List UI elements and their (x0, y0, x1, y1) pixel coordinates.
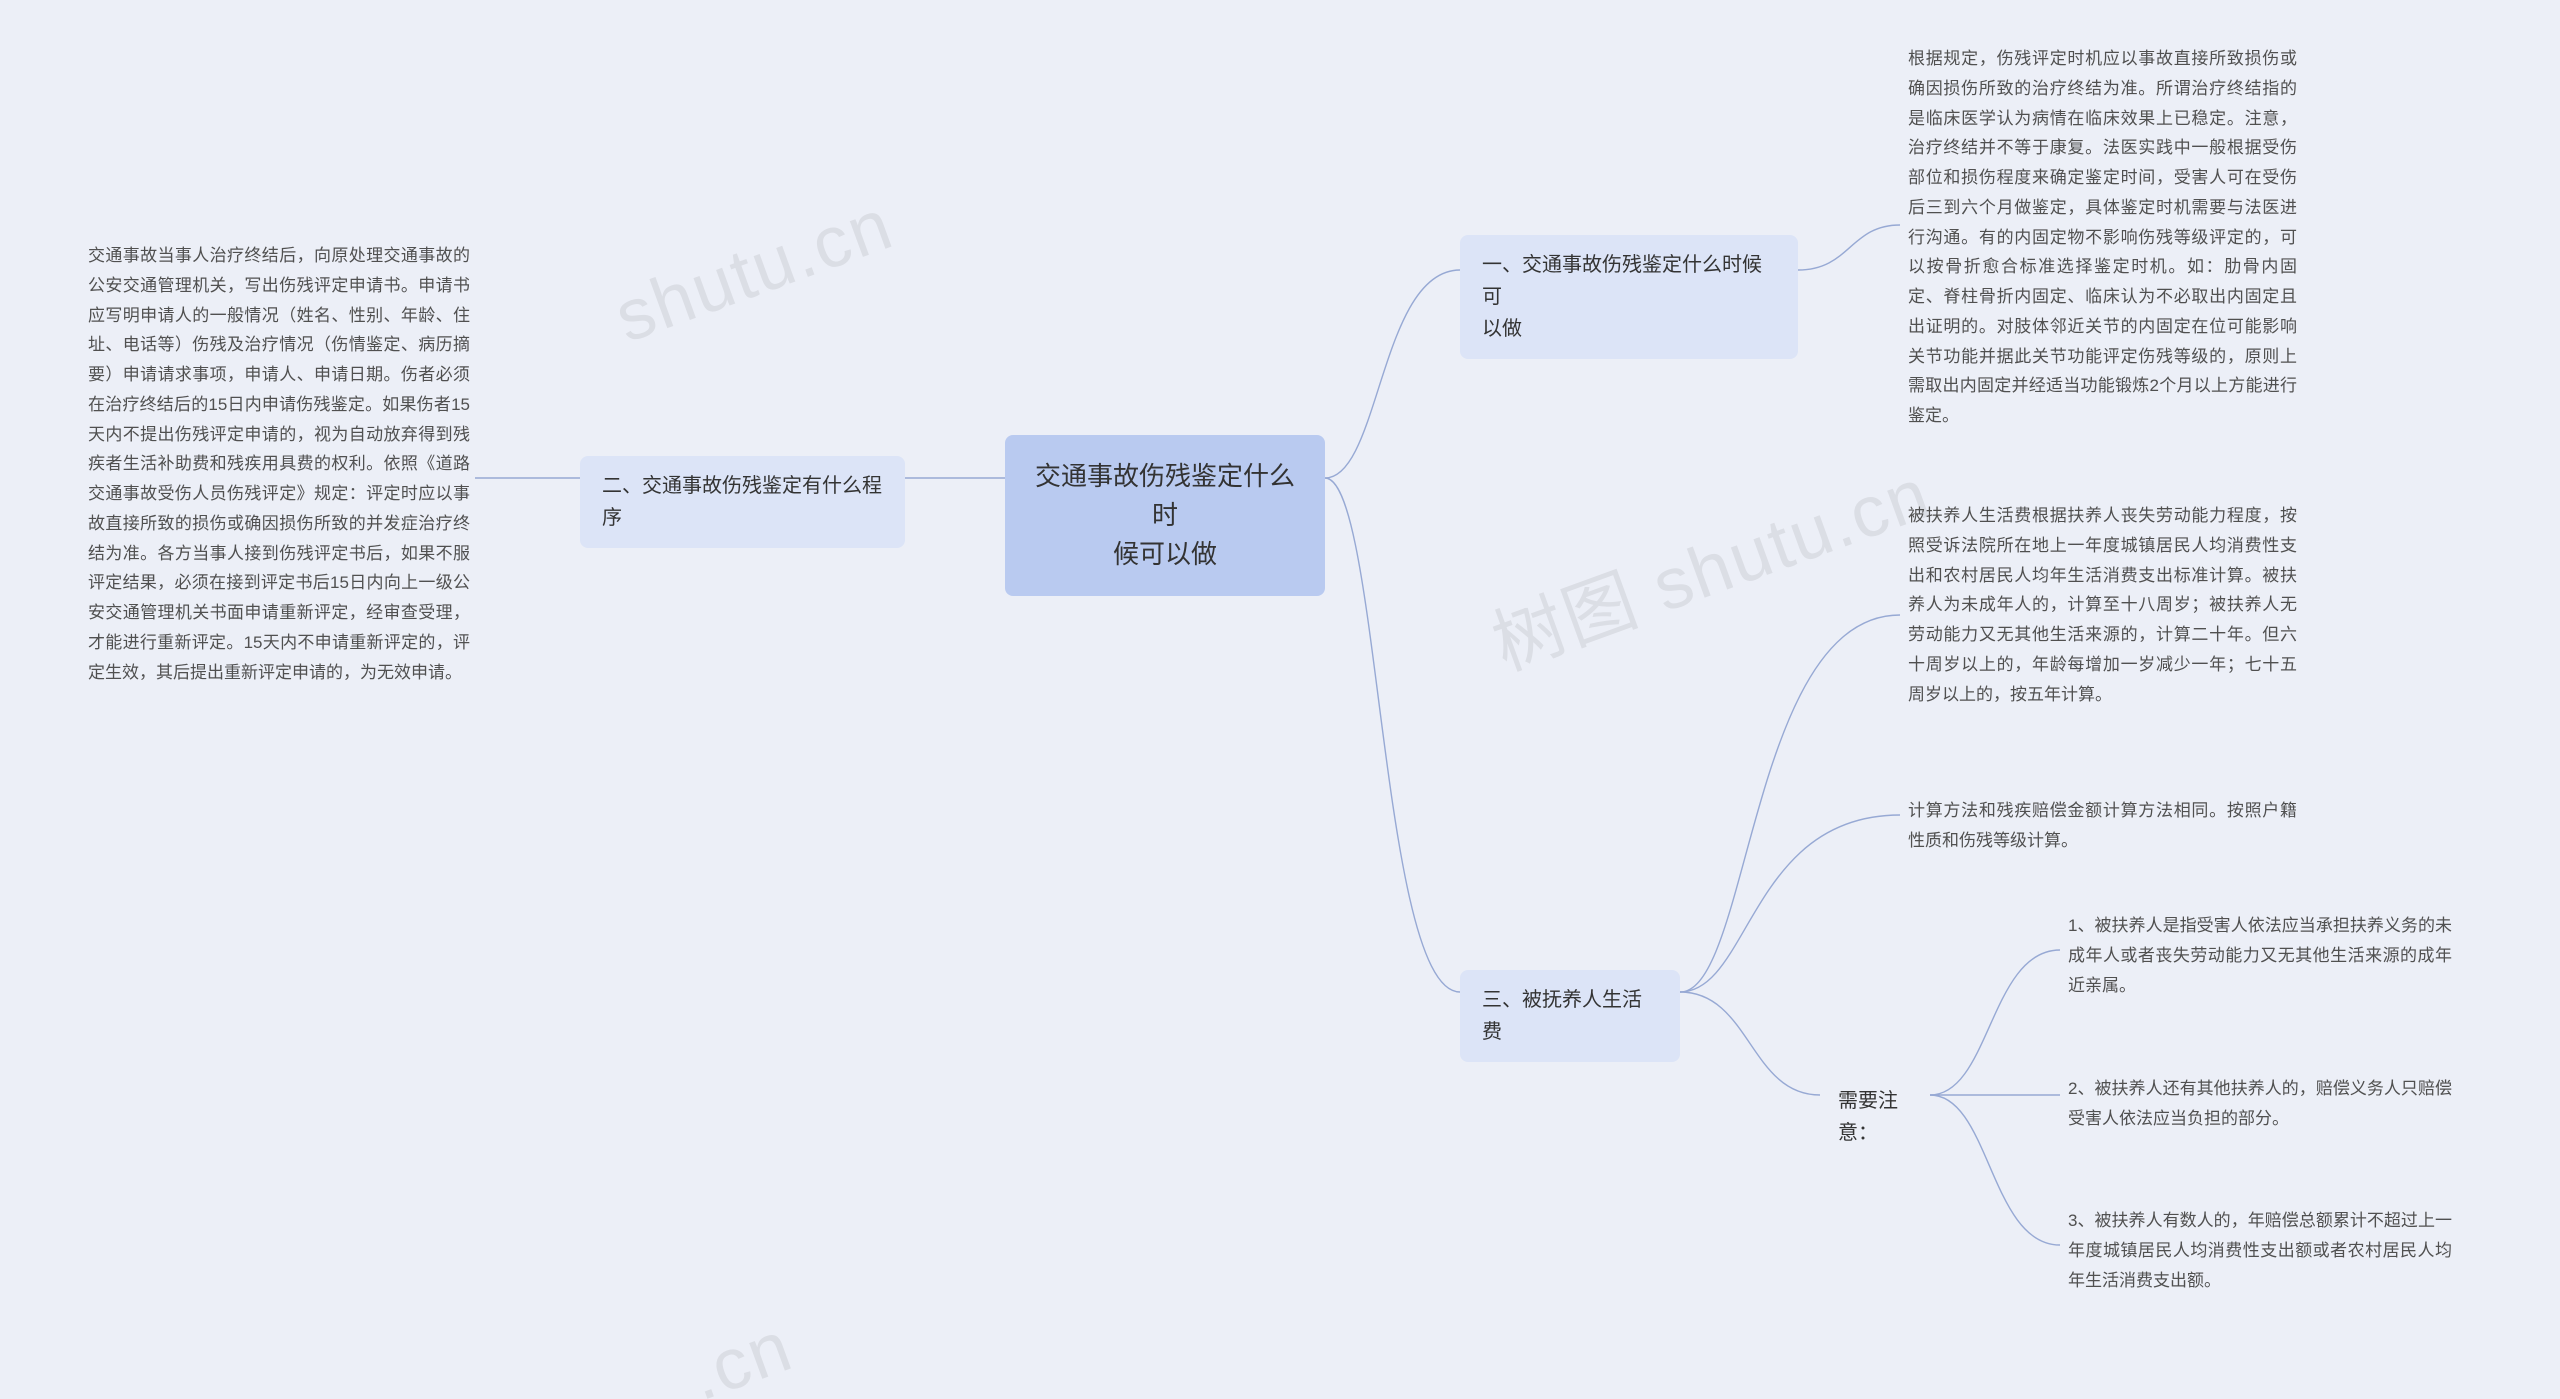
section1-label: 一、交通事故伤残鉴定什么时候可 以做 (1460, 235, 1798, 359)
section2-content: 交通事故当事人治疗终结后，向原处理交通事故的公安交通管理机关，写出伤残评定申请书… (80, 235, 478, 693)
notice-item-1: 1、被扶养人是指受害人依法应当承担扶养义务的未成年人或者丧失劳动能力又无其他生活… (2060, 905, 2460, 1006)
section1-label-line1: 一、交通事故伤残鉴定什么时候可 (1482, 254, 1762, 308)
watermark: 树图 shutu.cn (1476, 435, 1942, 690)
watermark: shutu.cn (605, 183, 904, 359)
watermark: .cn (679, 1305, 803, 1399)
section1-label-line2: 以做 (1482, 318, 1522, 340)
notice-item-2: 2、被扶养人还有其他扶养人的，赔偿义务人只赔偿受害人依法应当负担的部分。 (2060, 1068, 2460, 1140)
center-line2: 候可以做 (1113, 539, 1217, 569)
notice-item-3: 3、被扶养人有数人的，年赔偿总额累计不超过上一年度城镇居民人均消费性支出额或者农… (2060, 1200, 2460, 1301)
section2-label: 二、交通事故伤残鉴定有什么程序 (580, 456, 905, 548)
center-line1: 交通事故伤残鉴定什么时 (1035, 461, 1295, 530)
section3-notice-label: 需要注意： (1820, 1075, 1940, 1159)
section3-label: 三、被抚养人生活费 (1460, 970, 1680, 1062)
center-topic: 交通事故伤残鉴定什么时 候可以做 (1005, 435, 1325, 596)
section3-child2: 计算方法和残疾赔偿金额计算方法相同。按照户籍性质和伤残等级计算。 (1900, 790, 2305, 862)
section3-child1: 被扶养人生活费根据扶养人丧失劳动能力程度，按照受诉法院所在地上一年度城镇居民人均… (1900, 495, 2305, 715)
section1-content: 根据规定，伤残评定时机应以事故直接所致损伤或确因损伤所致的治疗终结为准。所谓治疗… (1900, 38, 2305, 437)
